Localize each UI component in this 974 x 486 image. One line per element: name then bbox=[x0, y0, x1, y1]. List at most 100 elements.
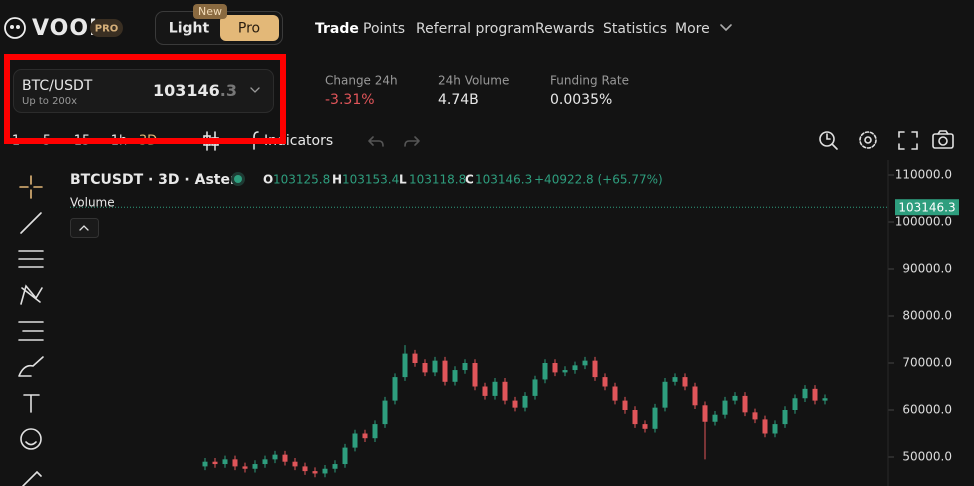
pattern-tool[interactable] bbox=[20, 284, 43, 305]
alert-icon[interactable] bbox=[819, 131, 838, 150]
candle-body bbox=[592, 360, 598, 378]
theme-option[interactable]: Pro bbox=[238, 21, 260, 37]
ohlc-key: L bbox=[399, 173, 407, 187]
candle-body bbox=[522, 395, 528, 408]
theme-option[interactable]: Light bbox=[169, 21, 210, 37]
candle-body bbox=[202, 461, 208, 467]
candle bbox=[462, 359, 468, 374]
y-tick-label: 100000.0 bbox=[895, 214, 952, 228]
candle-body bbox=[562, 370, 568, 373]
candle bbox=[422, 359, 428, 377]
candle bbox=[662, 378, 668, 412]
candle bbox=[562, 366, 568, 377]
candle-body bbox=[272, 454, 278, 460]
candle-body bbox=[582, 360, 588, 366]
candle-body bbox=[692, 386, 698, 406]
stat-label: Change 24h bbox=[325, 74, 398, 88]
candle-body bbox=[602, 377, 608, 387]
candle bbox=[432, 356, 438, 377]
candle-body bbox=[812, 388, 818, 401]
fib-tool[interactable] bbox=[18, 250, 44, 268]
redo[interactable] bbox=[404, 136, 420, 147]
ohlc-value: 103153.4 bbox=[342, 173, 399, 187]
emoji-tool[interactable] bbox=[20, 428, 42, 450]
candle bbox=[492, 378, 498, 400]
candle bbox=[722, 396, 728, 419]
candle bbox=[342, 443, 348, 468]
candle bbox=[802, 385, 808, 403]
highlight-box bbox=[4, 54, 286, 144]
screenshot-icon[interactable] bbox=[932, 130, 954, 149]
nav-item[interactable]: Trade bbox=[315, 21, 359, 37]
candle bbox=[392, 373, 398, 405]
ruler-tool[interactable] bbox=[22, 470, 42, 486]
candle-body bbox=[262, 459, 268, 465]
market-selector[interactable] bbox=[13, 69, 274, 113]
candle bbox=[692, 382, 698, 410]
candle bbox=[442, 356, 448, 386]
candle-body bbox=[462, 362, 468, 371]
candle-body bbox=[512, 400, 518, 408]
collapse-button[interactable] bbox=[70, 218, 99, 238]
candle bbox=[262, 455, 268, 468]
stat-value: 4.74B bbox=[438, 92, 479, 108]
candle bbox=[812, 385, 818, 405]
candle bbox=[452, 366, 458, 386]
candle bbox=[792, 394, 798, 414]
candle bbox=[612, 382, 618, 405]
candle-body bbox=[302, 466, 308, 472]
projection-tool[interactable] bbox=[18, 321, 44, 341]
candle-body bbox=[492, 381, 498, 396]
pro-badge-bg bbox=[90, 19, 123, 37]
volume-label: Volume bbox=[70, 196, 115, 210]
crosshair-tool[interactable] bbox=[19, 175, 43, 199]
candle-body bbox=[292, 461, 298, 467]
candle-body bbox=[822, 398, 828, 401]
candle-body bbox=[682, 377, 688, 387]
text-tool[interactable] bbox=[23, 394, 40, 413]
candle-body bbox=[252, 464, 258, 469]
nav-item[interactable]: More bbox=[675, 21, 710, 37]
nav-item[interactable]: Rewards bbox=[535, 21, 594, 37]
candle-body bbox=[442, 360, 448, 382]
ohlc-value: 103146.3 bbox=[475, 173, 532, 187]
candle-body bbox=[452, 370, 458, 382]
candle-body bbox=[282, 454, 288, 462]
more-chevron[interactable] bbox=[720, 24, 732, 32]
candle bbox=[642, 420, 648, 433]
candle-body bbox=[502, 381, 508, 401]
undo[interactable] bbox=[368, 136, 384, 147]
last-price-label: 103146.3 bbox=[898, 201, 955, 215]
candle-body bbox=[612, 386, 618, 401]
candle-body bbox=[642, 424, 648, 429]
nav-item[interactable]: Referral program bbox=[416, 21, 535, 37]
candle bbox=[372, 420, 378, 442]
candle bbox=[622, 396, 628, 414]
nav-item[interactable]: Statistics bbox=[603, 21, 667, 37]
price-main: 103146 bbox=[153, 81, 220, 100]
candle-body bbox=[712, 414, 718, 422]
ohlc-key: C bbox=[465, 173, 474, 187]
price-decimal: .3 bbox=[220, 81, 237, 100]
market-price: 103146.3 bbox=[153, 81, 237, 100]
candle bbox=[362, 429, 368, 442]
candle-body bbox=[732, 395, 738, 401]
stat-value: 0.0035% bbox=[550, 92, 612, 108]
candle bbox=[272, 450, 278, 464]
line-tool[interactable] bbox=[20, 212, 42, 234]
candle bbox=[212, 457, 218, 468]
candle bbox=[742, 392, 748, 417]
candle-body bbox=[242, 466, 248, 469]
candle bbox=[652, 403, 658, 433]
logo[interactable]: VOOI bbox=[4, 16, 98, 41]
brush-tool[interactable] bbox=[18, 356, 44, 377]
candle bbox=[542, 359, 548, 384]
nav-item[interactable]: Points bbox=[363, 21, 405, 37]
fullscreen-icon[interactable] bbox=[898, 131, 918, 150]
candle-body bbox=[372, 424, 378, 439]
settings-icon[interactable] bbox=[859, 131, 877, 149]
candle-body bbox=[352, 433, 358, 448]
candle bbox=[322, 464, 328, 478]
pro-option-bg[interactable] bbox=[220, 15, 279, 41]
candle-body bbox=[332, 464, 338, 469]
